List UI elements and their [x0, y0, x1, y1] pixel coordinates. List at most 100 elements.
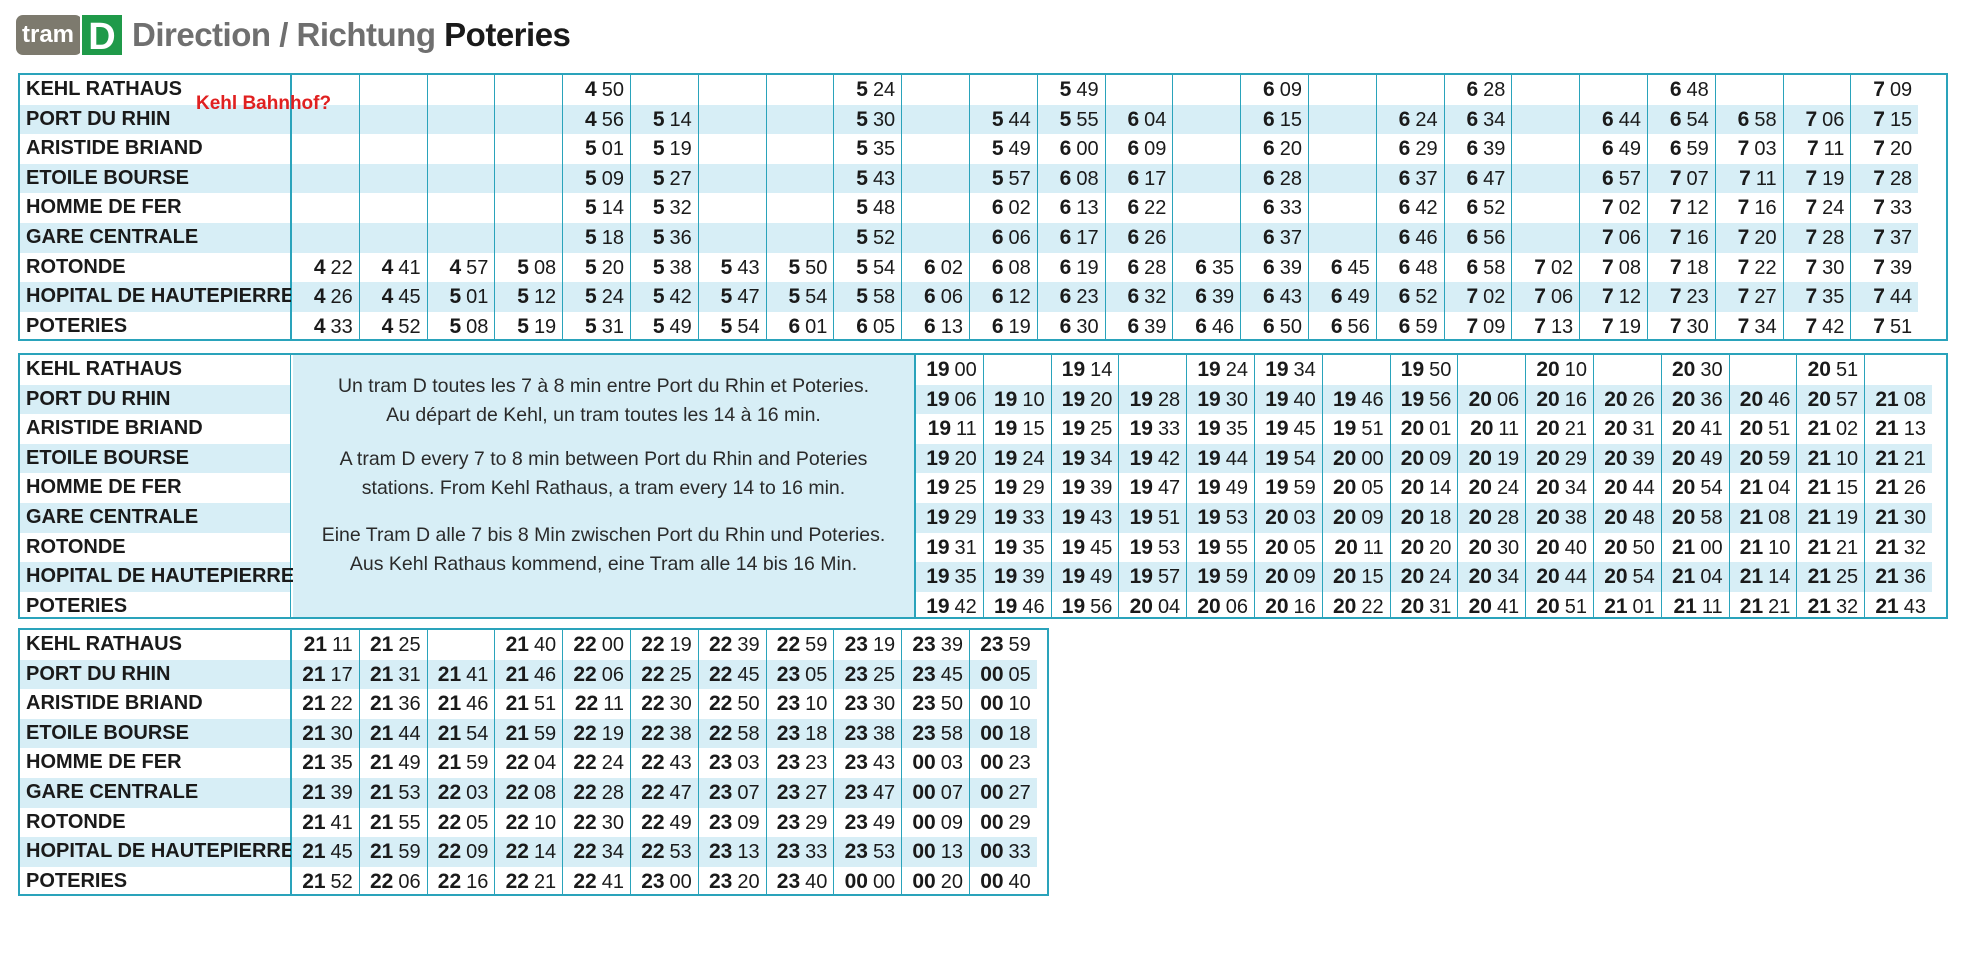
trip-column: 5 44 5 49 5 57 6 02 6 06 6 08 6 12 6 19 [969, 75, 1037, 339]
trip-column: 23 59 00 05 00 10 00 18 00 23 00 27 00 29 00 33 00 40 [969, 630, 1037, 894]
departure-time: 23 07 [698, 777, 766, 808]
departure-time: 22 53 [631, 837, 698, 867]
departure-time: 6 39 [1173, 282, 1241, 312]
frequency-info-fr: Un tram D toutes les 7 à 8 min entre Por… [293, 372, 914, 430]
departure-time [767, 75, 834, 105]
departure-time: 5 01 [427, 282, 495, 312]
trip-column: 6 02 6 06 6 13 [901, 75, 969, 339]
departure-time: 19 47 [1129, 476, 1181, 500]
departure-time: 6 09 [1263, 78, 1302, 101]
station-name: GARE CENTRALE [20, 777, 291, 808]
departure-time: 20 36 [1661, 384, 1729, 415]
departure-time [292, 222, 359, 253]
info-line: Au départ de Kehl, un tram toutes les 14… [386, 404, 821, 426]
departure-time: 5 14 [631, 104, 698, 135]
departure-time: 6 24 [1376, 104, 1444, 135]
departure-time: 23 09 [708, 810, 760, 834]
departure-time: 22 10 [505, 810, 557, 834]
departure-time: 7 16 [1648, 222, 1715, 253]
departure-time: 20 34 [1458, 562, 1526, 592]
departure-time: 23 23 [776, 751, 828, 775]
departure-time: 21 04 [1739, 476, 1791, 500]
trip-column: 5 49 5 55 6 00 6 08 6 13 6 17 6 19 6 23 6 30 [1036, 75, 1105, 339]
departure-time [495, 163, 563, 194]
departure-time: 20 29 [1526, 443, 1593, 474]
departure-time: 7 28 [1783, 222, 1851, 253]
departure-time: 6 26 [1105, 222, 1173, 253]
station-name: POTERIES [20, 866, 291, 894]
departure-time [1377, 75, 1444, 105]
departure-time [902, 104, 969, 135]
departure-time: 20 30 [1468, 535, 1520, 559]
departure-time: 19 35 [916, 562, 983, 592]
departure-time: 7 13 [1534, 314, 1574, 338]
departure-time: 23 18 [766, 718, 834, 749]
trip-column: 19 46 19 51 20 00 20 05 20 09 20 11 20 15 20 22 [1321, 355, 1390, 618]
departure-time: 6 46 [1376, 222, 1444, 253]
departure-time: 21 10 [1797, 443, 1865, 474]
departure-time: 21 59 [437, 751, 489, 775]
trip-column: 7 09 7 15 7 20 7 28 7 33 7 37 7 39 7 44 7 51 [1850, 75, 1919, 339]
departure-time: 20 09 [1255, 562, 1322, 592]
trip-column: 4 57 5 01 5 08 [426, 75, 495, 339]
trip-column: 21 25 21 31 21 36 21 44 21 49 21 53 21 55 21 59 22 06 [358, 630, 427, 894]
departure-time: 20 39 [1594, 443, 1661, 474]
departure-time: 20 06 [1197, 594, 1248, 618]
trip-column: 6 09 6 15 6 20 6 28 6 33 6 37 6 39 6 43 6 50 [1240, 75, 1308, 339]
departure-time: 6 17 [1105, 163, 1173, 194]
departure-time: 23 03 [708, 751, 760, 775]
departure-time: 6 34 [1444, 104, 1512, 135]
departure-time: 20 15 [1322, 562, 1390, 592]
departure-time: 22 47 [631, 777, 698, 808]
departure-time: 7 09 [1873, 78, 1913, 101]
departure-time: 19 14 [1061, 358, 1113, 381]
trip-column: 5 43 5 47 5 54 [697, 75, 766, 339]
trip-column: 23 19 23 25 23 30 23 38 23 43 23 47 23 49 23 53 00 00 [833, 630, 902, 894]
departure-time: 21 25 [369, 633, 421, 656]
trip-column: 4 41 4 45 4 52 [358, 75, 427, 339]
departure-time: 22 04 [505, 751, 557, 775]
trip-column: 20 51 20 57 21 02 21 10 21 15 21 19 21 21 21 25 21 32 [1796, 355, 1865, 617]
info-line: Eine Tram D alle 7 bis 8 Min zwischen Po… [321, 524, 886, 546]
trip-column: 21 40 21 46 21 51 21 59 22 04 22 08 22 10 22 14 22 21 [494, 630, 563, 894]
departure-time: 00 29 [980, 810, 1031, 834]
departure-time: 20 09 [1322, 502, 1390, 533]
departure-time: 22 21 [505, 869, 557, 893]
departure-time: 19 20 [1051, 384, 1119, 415]
timetable-block-morning: KEHL RATHAUS PORT DU RHIN ARISTIDE BRIAND E… [18, 73, 1948, 341]
timetable-block-night: KEHL RATHAUS PORT DU RHIN ARISTIDE BRIAND E… [18, 628, 1049, 896]
departure-time [698, 163, 766, 194]
departure-time: 4 26 [292, 282, 359, 312]
departure-time [292, 163, 359, 194]
departure-time: 7 11 [1806, 137, 1845, 161]
departure-time: 20 44 [1604, 476, 1655, 500]
station-name: ETOILE BOURSE [20, 718, 291, 749]
departure-time [970, 75, 1037, 105]
departure-time: 00 18 [970, 718, 1037, 749]
departure-time [359, 222, 427, 253]
departure-time: 23 43 [844, 751, 896, 775]
station-name: ARISTIDE BRIAND [20, 414, 291, 444]
departure-time: 19 56 [1390, 384, 1458, 415]
departure-time: 21 19 [1797, 502, 1865, 533]
departure-time: 6 01 [788, 314, 828, 338]
departure-time: 21 41 [427, 659, 495, 690]
departure-time: 7 02 [1444, 282, 1512, 312]
departure-time: 22 14 [495, 837, 563, 867]
departure-time [1594, 355, 1661, 385]
departure-time: 20 16 [1265, 594, 1316, 618]
departure-time: 20 22 [1332, 594, 1384, 618]
trip-column: 19 10 19 15 19 24 19 29 19 33 19 35 19 39 19 46 [982, 355, 1051, 617]
departure-time: 21 36 [1865, 562, 1932, 592]
departure-time [1309, 193, 1376, 223]
departure-time: 21 59 [359, 837, 427, 867]
departure-time: 5 18 [563, 222, 630, 253]
departure-time: 4 52 [381, 314, 421, 338]
departure-time: 6 42 [1398, 196, 1438, 220]
departure-time [902, 134, 969, 164]
departure-time: 00 20 [912, 869, 963, 893]
departure-time: 5 20 [585, 255, 624, 279]
trip-column: 20 46 20 51 20 59 21 04 21 08 21 10 21 14 21 21 [1728, 355, 1797, 617]
departure-time: 5 54 [766, 282, 834, 312]
departure-time: 20 30 [1671, 358, 1723, 381]
